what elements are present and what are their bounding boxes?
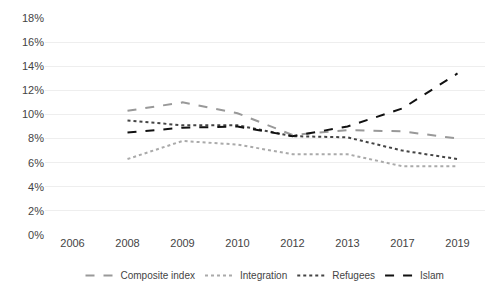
svg-text:2%: 2% (28, 205, 44, 217)
svg-text:12%: 12% (22, 84, 44, 96)
svg-text:Composite index: Composite index (121, 270, 195, 281)
svg-text:6%: 6% (28, 157, 44, 169)
svg-text:2009: 2009 (170, 237, 194, 249)
svg-text:2010: 2010 (225, 237, 249, 249)
svg-text:Refugees: Refugees (332, 270, 375, 281)
svg-text:16%: 16% (22, 36, 44, 48)
svg-text:2013: 2013 (335, 237, 359, 249)
svg-text:Integration: Integration (240, 270, 287, 281)
svg-text:10%: 10% (22, 108, 44, 120)
svg-text:8%: 8% (28, 132, 44, 144)
svg-text:4%: 4% (28, 181, 44, 193)
svg-text:2008: 2008 (115, 237, 139, 249)
svg-text:14%: 14% (22, 60, 44, 72)
svg-text:2017: 2017 (390, 237, 414, 249)
svg-text:Islam: Islam (420, 270, 444, 281)
svg-text:2012: 2012 (280, 237, 304, 249)
svg-text:18%: 18% (22, 12, 44, 24)
svg-text:2019: 2019 (445, 237, 469, 249)
svg-text:2006: 2006 (60, 237, 84, 249)
svg-text:0%: 0% (28, 229, 44, 241)
